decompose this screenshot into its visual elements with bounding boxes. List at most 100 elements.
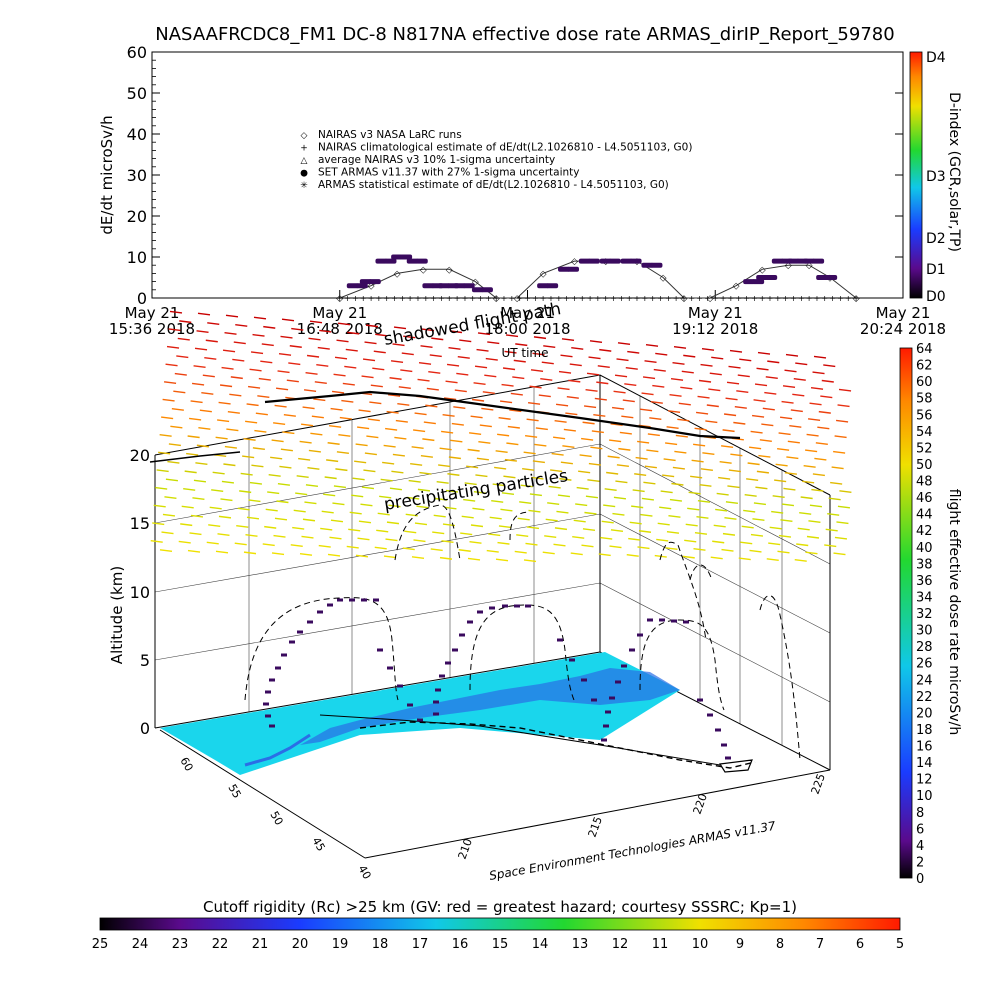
x-tick-label-time: 15:36 2018 <box>109 320 195 338</box>
dose-dash <box>568 379 581 383</box>
dose-dash <box>400 369 413 373</box>
dose-dash <box>656 538 669 542</box>
legend-entry-label: NAIRAS climatological estimate of dE/dt(… <box>318 142 692 154</box>
armas-3d-marker <box>435 688 441 692</box>
dose-dash <box>498 416 511 420</box>
altitude-tick-label: 0 <box>140 719 150 738</box>
longitude-tick-label: 215 <box>586 815 605 839</box>
dose-dash <box>279 465 292 469</box>
dose-dash <box>600 536 613 540</box>
dose-dash <box>596 381 609 385</box>
dose-dash <box>263 325 276 329</box>
dose-dash <box>683 354 696 358</box>
dose-dash <box>839 490 852 494</box>
dose-dash <box>780 519 793 523</box>
dose-dash <box>248 499 261 503</box>
legend-entry-label: average NAIRAS v3 10% 1-sigma uncertaint… <box>318 154 555 166</box>
dose-dash <box>538 394 551 398</box>
dose-dash <box>583 405 597 409</box>
dose-dash <box>345 348 358 352</box>
dose-dash <box>696 515 709 519</box>
dose-dash <box>622 399 635 403</box>
dose-dash <box>836 521 849 525</box>
armas-3d-marker <box>477 610 483 614</box>
nairas-marker: + <box>618 294 625 303</box>
dose-dash <box>301 535 314 539</box>
dose-dash <box>581 437 594 441</box>
dose-dash <box>561 338 575 342</box>
dose-dash <box>833 450 846 454</box>
nairas-marker: + <box>454 294 461 303</box>
dose-dash <box>665 442 678 446</box>
cutoff-rigidity-legend: Cutoff rigidity (Rc) >25 km (GV: red = g… <box>92 898 904 952</box>
dose-dash <box>397 402 410 406</box>
dose-dash <box>320 527 333 531</box>
dose-dash <box>670 378 684 381</box>
dose-dash <box>525 435 538 438</box>
y-tick-label: 10 <box>127 248 147 267</box>
dose-dash <box>523 559 537 563</box>
dose-dash <box>441 540 454 544</box>
dose-dash <box>673 345 687 349</box>
dose-dash <box>472 507 485 511</box>
nairas-marker: + <box>649 294 656 303</box>
nairas-marker: + <box>798 294 805 303</box>
dose-dash <box>635 456 648 460</box>
dose-dash <box>530 369 544 372</box>
d-index-label: D-index (GCR,solar,TP) <box>946 92 962 252</box>
dose-dash <box>333 485 347 489</box>
nairas-marker: + <box>462 294 469 303</box>
dose-dash <box>187 549 201 553</box>
armas-point <box>406 258 419 264</box>
armas-3d-marker <box>637 633 643 637</box>
nairas-point: ◇ <box>680 294 687 304</box>
dose-rate-tick-label: 16 <box>916 740 933 755</box>
dose-dash <box>224 332 237 335</box>
dose-dash <box>662 474 675 478</box>
dose-dash <box>344 365 357 369</box>
dose-dash <box>519 501 532 504</box>
dose-dash <box>824 544 837 548</box>
dose-dash <box>313 398 326 402</box>
dose-dash <box>825 528 838 532</box>
armas-3d-marker <box>281 653 287 657</box>
dose-dash <box>502 367 516 371</box>
dose-rate-tick-label: 40 <box>916 541 933 556</box>
dose-dash <box>818 410 831 414</box>
nairas-marker: + <box>845 294 852 303</box>
dose-dash <box>467 557 481 561</box>
cutoff-tick-label: 21 <box>252 937 269 952</box>
dose-dash <box>268 473 281 477</box>
dose-dash <box>578 470 591 474</box>
dose-dash <box>290 544 303 547</box>
dose-dash <box>517 517 530 521</box>
dose-dash <box>380 478 393 482</box>
dose-dash <box>740 541 753 545</box>
d-index-ticks: D4 D3 D2 D1 D0 <box>926 50 946 305</box>
d-index-tick-label: D4 <box>926 50 946 66</box>
armas-point <box>752 279 765 285</box>
dose-rate-tick-label: 2 <box>916 855 924 870</box>
dose-dash <box>693 547 706 551</box>
dose-dash <box>784 471 797 475</box>
armas-point <box>743 279 756 285</box>
figure-title: NASAAFRCDC8_FM1 DC-8 N817NA effective do… <box>155 24 894 45</box>
dose-dash <box>581 544 594 548</box>
dose-dash <box>603 504 616 508</box>
dose-dash <box>273 534 286 538</box>
dose-dash <box>612 512 625 516</box>
dose-dash <box>698 379 712 383</box>
latitude-tick-label: 60 <box>177 755 195 774</box>
dose-dash <box>646 449 659 453</box>
dose-dash <box>594 397 607 401</box>
dose-dash <box>557 387 570 391</box>
y-tick-label: 40 <box>127 125 147 144</box>
precipitating-particles-annotation: precipitating particles <box>383 466 570 515</box>
dose-dash <box>637 440 650 444</box>
nairas-3d-curve-2 <box>469 604 575 701</box>
dose-dash <box>505 334 519 338</box>
armas-point <box>537 283 550 289</box>
dose-dash <box>797 527 810 531</box>
dose-dash <box>386 410 399 414</box>
dose-dash <box>177 337 190 341</box>
